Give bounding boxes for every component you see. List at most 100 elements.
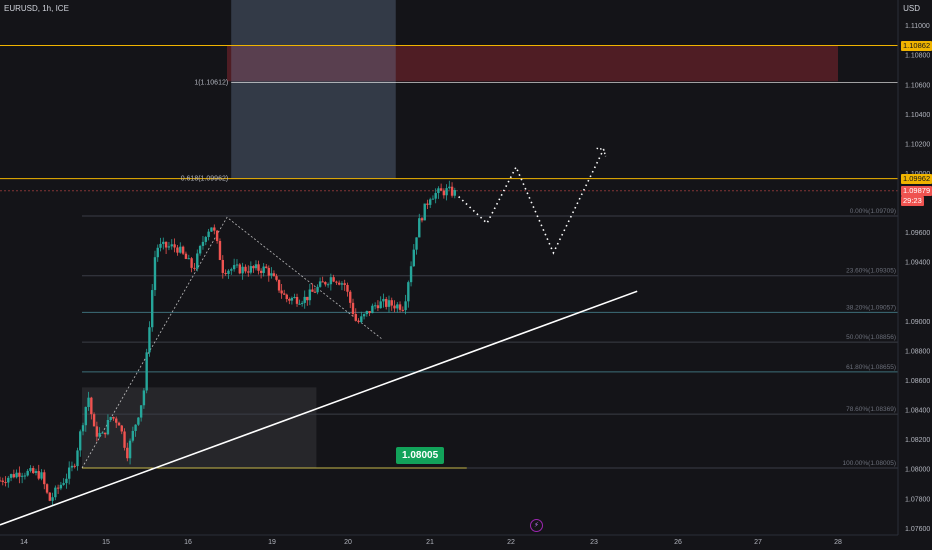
- candle-body: [112, 416, 115, 419]
- countdown-badge: 29:23: [901, 195, 924, 206]
- time-axis-label: 23: [590, 539, 598, 546]
- candle-body: [176, 247, 179, 253]
- fib-extension-label: 1(1.10612): [194, 80, 228, 87]
- candle-body: [139, 405, 143, 418]
- candle-body: [351, 302, 355, 315]
- candle-body: [423, 203, 426, 221]
- candle-body: [126, 447, 129, 459]
- candle-body: [360, 316, 363, 323]
- candle-body: [4, 481, 7, 483]
- candle-body: [324, 282, 327, 285]
- candle-body: [362, 314, 366, 317]
- candle-body: [18, 472, 21, 477]
- candle-body: [40, 472, 43, 479]
- candle-body: [272, 273, 276, 277]
- candle-body: [224, 272, 227, 274]
- candle-body: [387, 300, 391, 307]
- candle-body: [396, 304, 399, 309]
- candle-body: [170, 244, 173, 247]
- candle-body: [335, 281, 338, 283]
- symbol-label[interactable]: EURUSD, 1h, ICE: [4, 4, 69, 13]
- candle-body: [15, 472, 18, 478]
- candle-body: [426, 203, 429, 205]
- candle-body: [62, 483, 65, 485]
- projection-arrowhead: [596, 147, 607, 157]
- candle-body: [12, 474, 16, 478]
- candle-body: [409, 266, 413, 283]
- candle-body: [109, 416, 112, 420]
- demand-zone: [82, 387, 317, 468]
- candle-body: [59, 484, 63, 489]
- candle-body: [431, 198, 435, 200]
- candle-body: [48, 492, 52, 501]
- candle-body: [398, 304, 402, 310]
- candle-body: [346, 284, 349, 292]
- time-axis-label: 21: [426, 539, 434, 546]
- candle-body: [90, 397, 93, 415]
- price-axis-label: 1.07600: [905, 526, 930, 533]
- abc-dashed-path: [81, 216, 382, 469]
- lightning-icon[interactable]: ⚡: [530, 519, 543, 532]
- candle-body: [300, 302, 304, 304]
- candle-body: [343, 283, 346, 285]
- candle-body: [7, 477, 10, 483]
- candle-body: [439, 188, 443, 191]
- candle-body: [34, 471, 38, 473]
- candle-body: [115, 418, 118, 423]
- candle-body: [337, 282, 341, 285]
- candle-body: [67, 467, 71, 479]
- candle-body: [311, 289, 314, 292]
- price-axis-label: 1.10800: [905, 53, 930, 60]
- candle-body: [407, 282, 410, 302]
- time-axis-label: 22: [507, 539, 515, 546]
- candle-body: [382, 298, 385, 302]
- candle-body: [379, 301, 382, 309]
- price-axis-label: 1.10600: [905, 82, 930, 89]
- candle-body: [238, 264, 242, 274]
- candle-body: [368, 310, 371, 314]
- candle-body: [164, 241, 168, 248]
- candle-body: [326, 284, 330, 286]
- candle-body: [376, 305, 380, 309]
- candle-body: [181, 246, 185, 254]
- candle-body: [415, 237, 418, 250]
- candle-body: [190, 258, 193, 268]
- candle-body: [442, 190, 446, 196]
- candle-body: [79, 431, 82, 451]
- candle-body: [76, 450, 79, 467]
- candle-body: [26, 470, 29, 476]
- candle-body: [247, 271, 250, 273]
- projection-path: [458, 148, 605, 255]
- candle-body: [84, 407, 87, 426]
- candle-body: [257, 264, 260, 271]
- candle-body: [123, 431, 126, 448]
- candle-body: [282, 293, 286, 295]
- candle-body: [37, 471, 40, 479]
- candle-body: [23, 475, 27, 477]
- price-axis-label: 1.08600: [905, 378, 930, 385]
- candle-body: [450, 186, 454, 196]
- fib-level-label: 38.20%(1.09057): [846, 304, 896, 311]
- candle-body: [321, 281, 324, 283]
- candle-body: [45, 484, 49, 493]
- candle-body: [252, 266, 255, 269]
- candle-body: [270, 273, 273, 276]
- candle-body: [303, 296, 306, 303]
- candle-body: [210, 227, 213, 232]
- trendline: [0, 290, 638, 526]
- currency-label: USD: [903, 4, 920, 13]
- candle-body: [275, 276, 278, 280]
- candle-body: [187, 258, 190, 260]
- price-axis-label: 1.07800: [905, 496, 930, 503]
- candle-body: [277, 279, 281, 291]
- candle-body: [142, 390, 146, 406]
- price-axis-label: 1.10200: [905, 141, 930, 148]
- candle-body: [204, 237, 207, 242]
- candle-body: [70, 465, 74, 468]
- price-axis-label: 1.09400: [905, 260, 930, 267]
- candle-body: [0, 480, 2, 482]
- candle-body: [385, 298, 388, 307]
- candle-body: [340, 283, 344, 285]
- current-price-badge: 1.09879: [901, 185, 932, 196]
